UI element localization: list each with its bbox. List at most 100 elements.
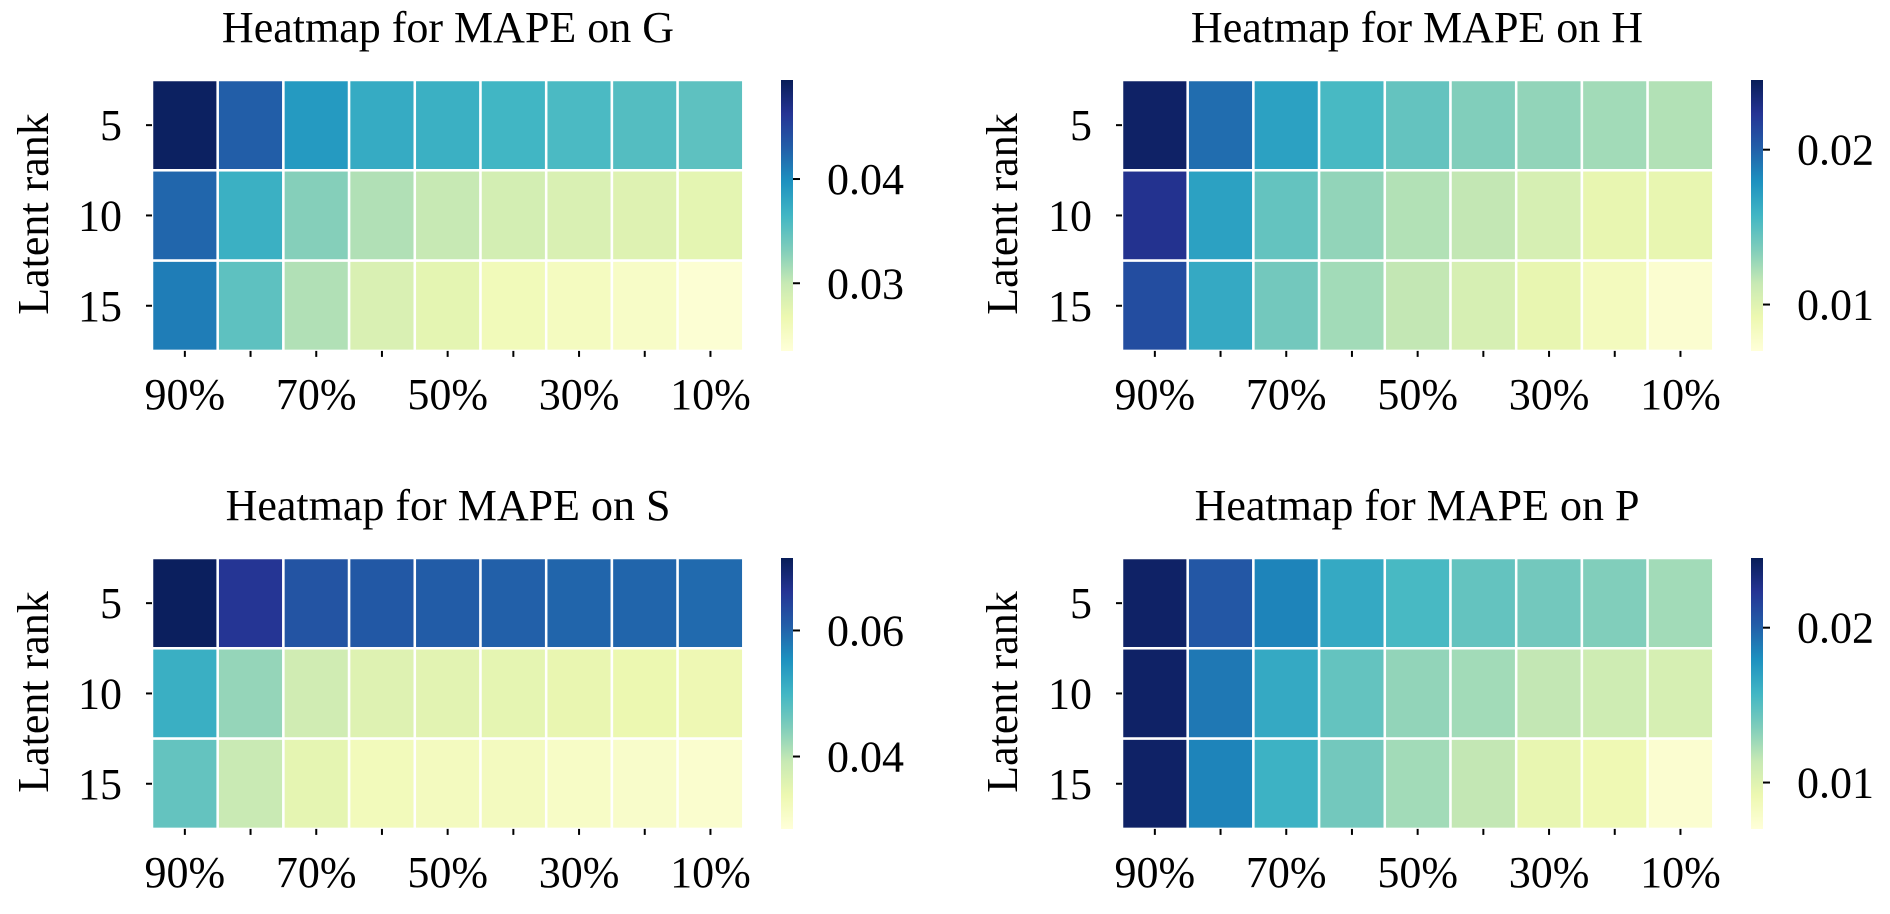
colorbar-gradient	[781, 558, 793, 829]
heatmap-cell	[282, 169, 351, 262]
x-tick-label: 90%	[1115, 370, 1196, 419]
colorbar-tick-label: 0.01	[1797, 281, 1874, 330]
colorbar-tick-label: 0.03	[827, 259, 904, 308]
heatmap-cell	[479, 737, 548, 831]
heatmap-cell	[347, 169, 417, 262]
panel-title: Heatmap for MAPE on G	[222, 3, 674, 52]
y-axis-label: Latent rank	[978, 113, 1027, 315]
x-tick-label: 30%	[1509, 370, 1590, 419]
y-axis-ticks: 5 10 15	[78, 579, 152, 809]
y-tick-label: 15	[78, 282, 122, 331]
heatmap-cell	[1120, 737, 1189, 831]
heatmap-cell	[544, 556, 614, 650]
heatmap-cell	[413, 556, 482, 650]
heatmap-cell	[676, 737, 745, 831]
heatmap-cell	[1580, 259, 1649, 353]
y-tick-label: 10	[1048, 191, 1092, 240]
colorbar-tick-label: 0.01	[1797, 759, 1874, 808]
panel-g: Heatmap for MAPE on G Latent rank 90% 70%…	[9, 3, 904, 419]
x-tick-label: 10%	[670, 848, 751, 897]
heatmap-cell	[347, 259, 417, 353]
heatmap-cell	[1449, 78, 1518, 172]
x-tick-label: 90%	[145, 370, 226, 419]
heatmap-cell	[1514, 259, 1584, 353]
y-tick-label: 15	[1048, 282, 1092, 331]
colorbar-tick-label: 0.06	[827, 606, 904, 655]
heatmap-cell	[1383, 259, 1452, 353]
heatmap-cell	[282, 647, 351, 740]
heatmap-cell	[544, 169, 614, 262]
heatmap-cell	[150, 647, 219, 740]
colorbar-tick-label: 0.02	[1797, 126, 1874, 175]
heatmap-cell	[1317, 259, 1387, 353]
heatmap-cell	[216, 259, 285, 353]
heatmap-cell	[347, 647, 417, 740]
heatmap-cell	[1383, 169, 1452, 262]
heatmap-cell	[282, 556, 351, 650]
heatmap-cells	[150, 556, 745, 831]
heatmap-cell	[216, 737, 285, 831]
y-axis-ticks: 5 10 15	[78, 101, 152, 331]
heatmap-cell	[413, 169, 482, 262]
heatmap-cell	[676, 556, 745, 650]
panel-title: Heatmap for MAPE on S	[226, 481, 671, 530]
heatmap-cell	[1317, 78, 1387, 172]
heatmap-cell	[1120, 169, 1189, 262]
heatmap-cell	[1514, 556, 1584, 650]
panel-title: Heatmap for MAPE on P	[1195, 481, 1640, 530]
colorbar-tick-label: 0.02	[1797, 604, 1874, 653]
y-tick-label: 10	[1048, 669, 1092, 718]
heatmap-cell	[1120, 556, 1189, 650]
heatmap-cell	[1514, 169, 1584, 262]
y-tick-label: 5	[100, 579, 122, 628]
colorbar-tick-label: 0.04	[827, 733, 904, 782]
heatmap-cell	[1514, 647, 1584, 740]
heatmap-cell	[216, 647, 285, 740]
heatmap-cell	[413, 259, 482, 353]
heatmap-cell	[479, 259, 548, 353]
x-tick-label: 50%	[1377, 848, 1458, 897]
x-axis-ticks: 90% 70% 50% 30% 10%	[145, 828, 751, 897]
colorbar: 0.02 0.01	[1751, 80, 1874, 351]
heatmap-cell	[216, 78, 285, 172]
x-tick-label: 50%	[1377, 370, 1458, 419]
colorbar-gradient	[781, 80, 793, 351]
x-tick-label: 50%	[407, 370, 488, 419]
heatmap-cell	[676, 647, 745, 740]
heatmap-cell	[1317, 169, 1387, 262]
y-tick-label: 10	[78, 669, 122, 718]
x-axis-ticks: 90% 70% 50% 30% 10%	[1115, 828, 1721, 897]
heatmap-cell	[1186, 556, 1255, 650]
heatmap-cell	[282, 259, 351, 353]
x-axis-ticks: 90% 70% 50% 30% 10%	[1115, 350, 1721, 419]
x-tick-label: 70%	[1246, 848, 1327, 897]
heatmap-cell	[1580, 169, 1649, 262]
y-tick-label: 5	[1070, 101, 1092, 150]
heatmap-cell	[347, 556, 417, 650]
heatmap-cell	[1186, 78, 1255, 172]
colorbar: 0.04 0.03	[781, 80, 904, 351]
heatmap-cell	[1449, 259, 1518, 353]
heatmap-cell	[676, 169, 745, 262]
heatmap-cell	[544, 647, 614, 740]
heatmap-cell	[282, 737, 351, 831]
heatmap-cell	[1120, 78, 1189, 172]
heatmap-cell	[216, 169, 285, 262]
x-tick-label: 30%	[539, 848, 620, 897]
heatmap-cell	[544, 78, 614, 172]
heatmap-cell	[1580, 556, 1649, 650]
heatmap-cell	[150, 259, 219, 353]
panel-s: Heatmap for MAPE on S Latent rank 90% 70%…	[9, 481, 904, 897]
heatmap-cell	[347, 737, 417, 831]
heatmap-cell	[479, 556, 548, 650]
heatmap-cell	[1383, 647, 1452, 740]
heatmap-cell	[1449, 556, 1518, 650]
heatmap-cells	[150, 78, 745, 353]
heatmap-cell	[150, 556, 219, 650]
heatmap-cell	[676, 78, 745, 172]
heatmap-cell	[610, 737, 679, 831]
colorbar-tick-label: 0.04	[827, 155, 904, 204]
colorbar-gradient	[1751, 80, 1763, 351]
x-tick-label: 10%	[1640, 370, 1721, 419]
